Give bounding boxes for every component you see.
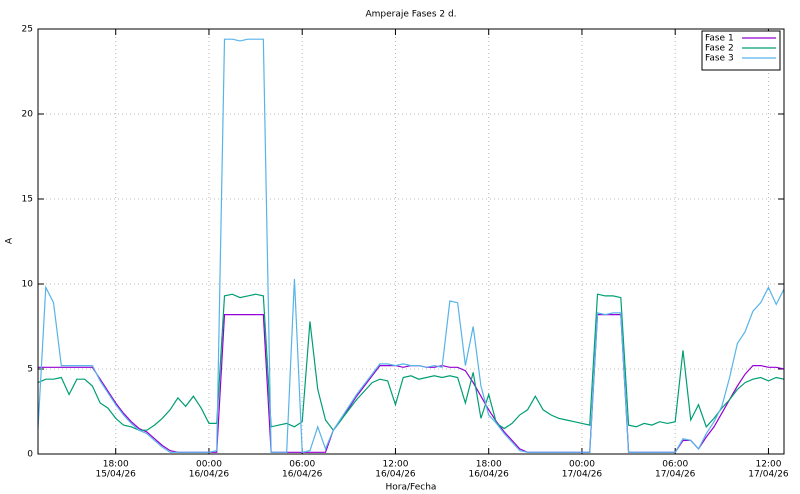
series-line <box>37 293 785 432</box>
chart-title: Amperaje Fases 2 d. <box>365 10 456 20</box>
x-tick-label: 06:00 <box>662 460 688 470</box>
x-tick-label: 16/04/26 <box>189 470 230 480</box>
y-tick-label: 5 <box>27 365 33 375</box>
x-tick-label: 18:00 <box>476 460 502 470</box>
x-tick-label: 12:00 <box>382 460 408 470</box>
x-tick-label: 00:00 <box>196 460 222 470</box>
plot-frame <box>37 28 785 455</box>
x-tick-label: 17/04/26 <box>562 470 603 480</box>
series-line <box>37 38 785 454</box>
y-axis-label: A <box>5 237 15 244</box>
x-tick-label: 17/04/26 <box>655 470 696 480</box>
x-tick-label: 16/04/26 <box>375 470 416 480</box>
y-tick-label: 25 <box>22 25 33 35</box>
x-tick-label: 16/04/26 <box>282 470 323 480</box>
x-tick-label: 17/04/26 <box>748 470 789 480</box>
legend-label: Fase 3 <box>705 54 734 64</box>
legend-label: Fase 2 <box>705 44 734 54</box>
x-tick-label: 06:00 <box>289 460 315 470</box>
y-tick-label: 15 <box>22 195 33 205</box>
y-tick-label: 10 <box>22 280 34 290</box>
y-tick-label: 20 <box>22 110 34 120</box>
x-tick-label: 16/04/26 <box>468 470 509 480</box>
x-tick-label: 18:00 <box>103 460 129 470</box>
legend-label: Fase 1 <box>705 34 734 44</box>
x-tick-label: 15/04/26 <box>95 470 136 480</box>
x-tick-label: 00:00 <box>569 460 595 470</box>
x-axis-label: Hora/Fecha <box>386 483 437 493</box>
y-tick-label: 0 <box>27 450 33 460</box>
x-tick-label: 12:00 <box>755 460 781 470</box>
